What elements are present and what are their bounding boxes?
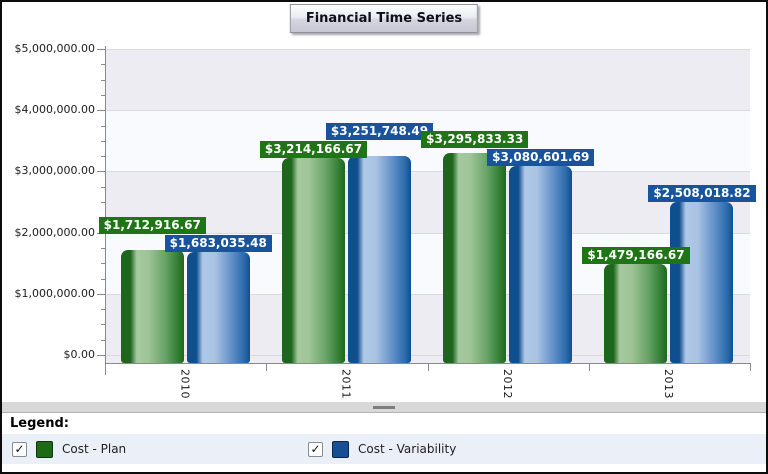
plot-band-baseline-strip [105,355,750,363]
legend-label-cost-plan: Cost - Plan [62,442,127,456]
bar-value-label-cost-plan-2010: $1,712,916.67 [98,216,206,234]
legend-checkbox-cost-variability[interactable]: ✓ [308,441,323,457]
x-axis-boundary-tick [588,363,590,371]
y-axis-minor-tick [101,94,105,96]
y-axis-minor-tick [101,140,105,142]
bar-value-label-cost-variability-2010: $1,683,035.48 [164,234,272,252]
x-axis-category-label: 2010 [178,369,192,399]
y-axis-minor-tick [101,125,105,127]
y-axis-minor-tick [101,263,105,265]
y-axis-major-tick [97,293,105,295]
x-axis-category-label: 2013 [662,369,676,399]
x-axis-boundary-tick [266,363,268,371]
y-axis-minor-tick [101,247,105,249]
y-axis-tick-label: $2,000,000.00 [14,225,95,239]
plot-band [105,171,750,233]
bar-value-label-cost-plan-2012: $3,295,833.33 [421,131,529,149]
legend-color-swatch-cost-plan [36,440,53,458]
y-axis-tick-label: $5,000,000.00 [14,42,95,55]
bar-cost-variability-2013[interactable] [670,201,734,363]
bar-cost-plan-2013[interactable] [604,264,668,363]
major-gridline [105,171,750,173]
bar-value-label-cost-variability-2012: $3,080,601.69 [487,149,595,167]
y-axis-minor-tick [101,186,105,188]
chart-plot-area: $0.00 $1,000,000.00 $2,000,000.00 $3,000,00… [2,2,766,402]
bar-cost-variability-2011[interactable] [347,155,411,363]
legend-panel: Legend: ✓ Cost - Plan ✓ Cost - Variability [2,414,766,472]
chart-title-button[interactable]: Financial Time Series [289,4,479,33]
major-gridline [105,110,750,112]
plot-band [105,49,750,111]
legend-heading: Legend: [10,416,69,431]
bar-value-label-cost-plan-2013: $1,479,166.67 [582,247,690,265]
y-axis-tick-label: $4,000,000.00 [14,103,95,117]
x-axis-boundary-tick [105,363,106,371]
scrollbar-handle[interactable] [373,406,395,409]
bar-cost-plan-2012[interactable] [443,153,507,363]
y-axis-minor-tick [101,309,105,311]
y-axis-major-tick [97,110,105,112]
legend-label-cost-variability: Cost - Variability [358,442,457,456]
y-axis-major-tick [97,49,105,50]
horizontal-scrollbar[interactable] [2,402,766,413]
bar-cost-plan-2011[interactable] [281,158,345,363]
y-axis-tick-label: $3,000,000.00 [14,164,95,178]
y-axis-minor-tick [101,278,105,280]
y-axis-line [105,46,106,375]
y-axis-major-tick [97,171,105,173]
bar-value-label-cost-variability-2013: $2,508,018.82 [648,184,756,202]
legend-row: ✓ Cost - Plan ✓ Cost - Variability [2,434,766,464]
legend-color-swatch-cost-variability [332,440,349,458]
bar-cost-variability-2012[interactable] [509,166,573,363]
legend-checkbox-cost-plan[interactable]: ✓ [12,441,27,457]
y-axis-major-tick [97,355,105,356]
y-axis-tick-label: $0.00 [63,348,96,361]
y-axis-minor-tick [101,156,105,158]
y-axis-minor-tick [101,79,105,81]
bar-value-label-cost-plan-2011: $3,214,166.67 [259,141,368,159]
y-axis-minor-tick [101,324,105,326]
x-axis-boundary-tick [750,363,751,371]
legend-item-cost-variability: ✓ Cost - Variability [308,434,456,464]
y-axis-minor-tick [101,64,105,66]
x-axis-category-label: 2011 [339,369,353,399]
major-gridline [105,355,750,356]
major-gridline [105,293,750,295]
y-axis-minor-tick [101,202,105,203]
y-axis-tick-label: $1,000,000.00 [14,286,95,300]
bar-cost-plan-2010[interactable] [120,250,184,363]
legend-item-cost-plan: ✓ Cost - Plan [12,434,126,464]
y-axis-minor-tick [101,339,105,341]
major-gridline [105,49,750,50]
major-gridline [105,232,750,234]
bar-cost-variability-2010[interactable] [186,251,250,363]
bar-value-label-cost-variability-2011: $3,251,748.49 [325,123,434,141]
x-axis-category-label: 2012 [500,369,514,399]
x-axis-boundary-tick [427,363,429,371]
